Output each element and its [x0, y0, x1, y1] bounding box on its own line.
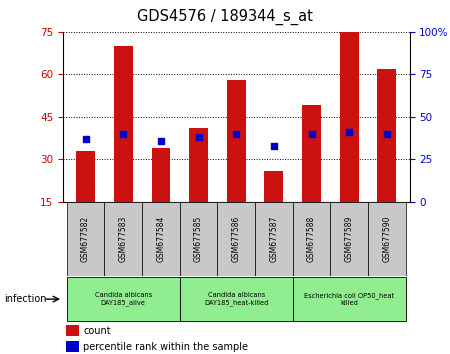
- Bar: [378, 69, 396, 202]
- Bar: [142, 202, 180, 276]
- Bar: [67, 341, 79, 353]
- Bar: [265, 171, 284, 202]
- Text: GSM677587: GSM677587: [270, 216, 279, 262]
- Bar: [293, 277, 406, 321]
- Bar: [227, 80, 246, 202]
- Point: [82, 136, 89, 142]
- Text: percentile rank within the sample: percentile rank within the sample: [83, 342, 248, 352]
- Bar: [293, 202, 330, 276]
- Bar: [180, 202, 217, 276]
- Bar: [180, 277, 293, 321]
- Text: Candida albicans
DAY185_heat-killed: Candida albicans DAY185_heat-killed: [204, 292, 269, 306]
- Point: [270, 143, 278, 149]
- Bar: [255, 202, 293, 276]
- Point: [158, 138, 165, 143]
- Bar: [114, 46, 133, 202]
- Bar: [340, 32, 359, 202]
- Point: [346, 129, 353, 135]
- Bar: [368, 202, 406, 276]
- Text: GDS4576 / 189344_s_at: GDS4576 / 189344_s_at: [137, 9, 313, 25]
- Bar: [104, 202, 142, 276]
- Text: GSM677590: GSM677590: [382, 216, 392, 262]
- Text: GSM677588: GSM677588: [307, 216, 316, 262]
- Text: Candida albicans
DAY185_alive: Candida albicans DAY185_alive: [94, 292, 152, 306]
- Point: [308, 131, 315, 137]
- Bar: [330, 202, 368, 276]
- Text: count: count: [83, 326, 111, 336]
- Text: GSM677586: GSM677586: [232, 216, 241, 262]
- Text: GSM677584: GSM677584: [157, 216, 166, 262]
- Text: GSM677585: GSM677585: [194, 216, 203, 262]
- Text: Escherichia coli OP50_heat
killed: Escherichia coli OP50_heat killed: [304, 292, 394, 306]
- Bar: [67, 202, 104, 276]
- Point: [195, 135, 202, 140]
- Bar: [302, 105, 321, 202]
- Point: [233, 131, 240, 137]
- Text: GSM677583: GSM677583: [119, 216, 128, 262]
- Bar: [67, 277, 180, 321]
- Bar: [152, 148, 171, 202]
- Point: [120, 131, 127, 137]
- Text: GSM677582: GSM677582: [81, 216, 90, 262]
- Point: [383, 131, 391, 137]
- Text: infection: infection: [4, 294, 47, 304]
- Bar: [217, 202, 255, 276]
- Text: GSM677589: GSM677589: [345, 216, 354, 262]
- Bar: [189, 128, 208, 202]
- Bar: [76, 151, 95, 202]
- Bar: [67, 325, 79, 336]
